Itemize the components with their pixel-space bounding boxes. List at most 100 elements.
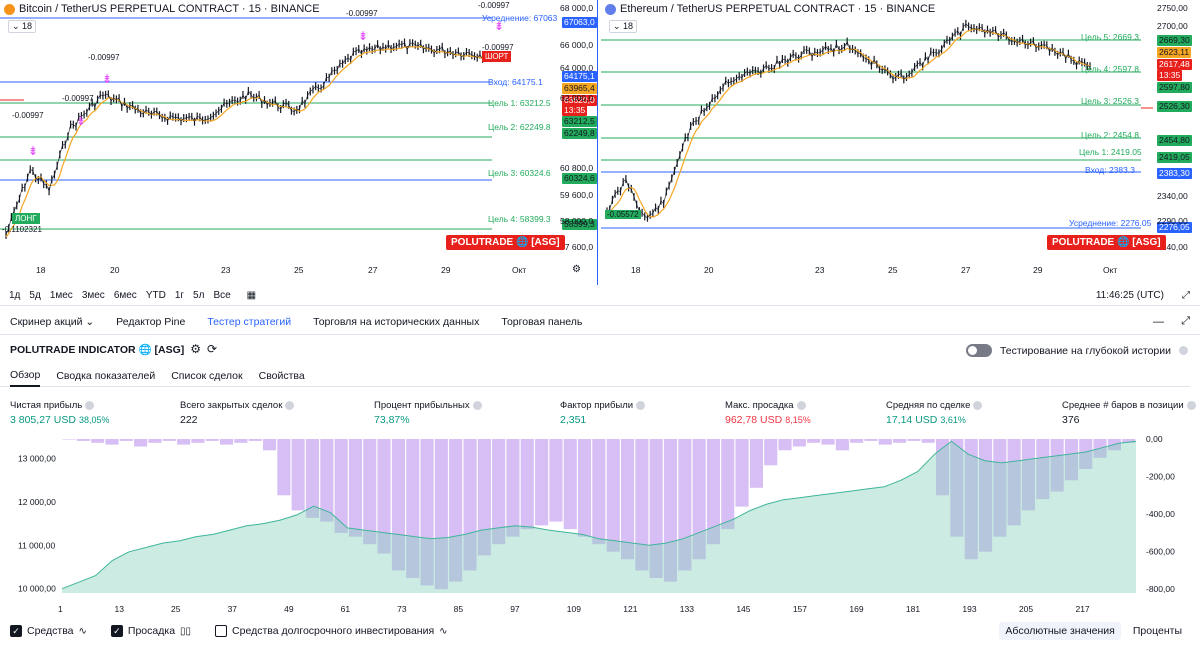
metric-value: 376 bbox=[1062, 414, 1080, 426]
timeframe-1г[interactable]: 1г bbox=[174, 289, 185, 301]
timeframe-6мес[interactable]: 6мес bbox=[113, 289, 137, 301]
indicator-count-badge[interactable]: ⌄ 18 bbox=[609, 20, 638, 33]
x-tick: 1 bbox=[58, 604, 63, 614]
drawdown-bar bbox=[1122, 439, 1136, 443]
info-icon[interactable] bbox=[1179, 346, 1188, 355]
drawdown-bar bbox=[248, 439, 262, 441]
line-icon: ∿ bbox=[439, 625, 448, 637]
settings-icon[interactable]: ⚙ bbox=[190, 342, 202, 356]
price-axis-tag: 2383,30 bbox=[1157, 168, 1192, 179]
btc-title-text: Bitcoin / TetherUS PERPETUAL CONTRACT · … bbox=[19, 3, 320, 15]
level-label: Вход: 64175.1 bbox=[488, 77, 543, 87]
refresh-icon[interactable]: ⟳ bbox=[207, 342, 218, 356]
timeframe-YTD[interactable]: YTD bbox=[145, 289, 166, 301]
level-label: Цель 4: 2597.8 bbox=[1081, 64, 1139, 74]
drawdown-bar bbox=[606, 439, 620, 552]
subtab-3[interactable]: Свойства bbox=[258, 369, 305, 382]
x-tick: 49 bbox=[284, 604, 294, 614]
strategy-header: POLUTRADE INDICATOR 🌐 [ASG] ⚙ ⟳ bbox=[10, 342, 217, 356]
info-icon[interactable] bbox=[636, 401, 646, 410]
eth-price-chart[interactable] bbox=[601, 0, 1200, 285]
y-axis-tick: 62 000,0 bbox=[560, 93, 594, 103]
x-tick: 25 bbox=[171, 604, 181, 614]
info-icon[interactable] bbox=[973, 401, 983, 410]
long-signal-label: ЛОНГ bbox=[12, 213, 40, 224]
drawdown-bar bbox=[134, 439, 148, 447]
subtab-0[interactable]: Обзор bbox=[10, 365, 41, 387]
legend-toggle-1[interactable]: ✓ Просадка ▯▯ bbox=[110, 625, 191, 637]
maximize-panel-icon[interactable]: ⤢ bbox=[1181, 315, 1190, 327]
drawdown-bar bbox=[921, 439, 935, 443]
polutrade-watermark: POLUTRADE 🌐 [ASG] bbox=[446, 235, 565, 250]
price-axis-tag: 2419,05 bbox=[1157, 152, 1192, 163]
timeframe-Все[interactable]: Все bbox=[213, 289, 231, 301]
info-icon[interactable] bbox=[472, 401, 482, 410]
drawdown-bar bbox=[549, 439, 563, 522]
x-axis-tick: 18 bbox=[631, 265, 641, 275]
price-axis-tag: 63620,0 bbox=[562, 95, 597, 106]
timeframe-1д[interactable]: 1д bbox=[9, 289, 21, 301]
timeframe-5д[interactable]: 5д bbox=[29, 289, 41, 301]
toggle-switch[interactable] bbox=[965, 344, 992, 357]
price-axis-tag: 64175,1 bbox=[562, 71, 597, 82]
calendar-icon[interactable]: ▦ bbox=[246, 289, 257, 301]
utc-clock[interactable]: 11:46:25 (UTC) bbox=[1095, 289, 1164, 301]
tab-4[interactable]: Торговая панель bbox=[501, 315, 583, 328]
checkbox[interactable]: ✓ bbox=[110, 625, 123, 637]
drawdown-bar bbox=[205, 439, 219, 441]
metric-value: 3 805,27 USD 38,05% bbox=[10, 414, 110, 426]
drawdown-bar bbox=[878, 439, 892, 445]
x-axis-tick: 29 bbox=[441, 265, 451, 275]
drawdown-bar bbox=[162, 439, 176, 441]
tab-3[interactable]: Торговля на исторических данных bbox=[313, 315, 480, 328]
timeframe-toolbar: 1д 5д 1мес 3мес 6мес YTD 1г 5л Все ▦ 11:46:25 (U… bbox=[0, 285, 1200, 306]
info-icon[interactable] bbox=[85, 401, 95, 410]
checkbox[interactable]: ✓ bbox=[10, 625, 22, 637]
trade-annotation: -0.00997 bbox=[346, 9, 378, 18]
timeframe-3мес[interactable]: 3мес bbox=[81, 289, 105, 301]
legend-toggle-0[interactable]: ✓ Средства ∿ bbox=[10, 625, 87, 637]
x-tick: 37 bbox=[228, 604, 238, 614]
timeframe-5л[interactable]: 5л bbox=[193, 289, 205, 301]
btc-price-chart[interactable]: ⇟ ⇟ ⇟ ⇟ ⇟ -0.00997 -0.00997 -0.00997 -0.00997 -0.… bbox=[0, 0, 598, 285]
info-icon[interactable] bbox=[1186, 401, 1196, 410]
deep-backtest-toggle[interactable]: Тестирование на глубокой истории bbox=[965, 344, 1188, 357]
x-tick: 97 bbox=[510, 604, 520, 614]
indicator-count-badge[interactable]: ⌄ 18 bbox=[8, 20, 37, 33]
view-mode-1[interactable]: Проценты bbox=[1132, 625, 1182, 637]
checkbox[interactable] bbox=[215, 625, 228, 637]
info-icon[interactable] bbox=[796, 401, 806, 410]
metric-0: Чистая прибыль 3 805,27 USD 38,05% bbox=[10, 400, 110, 426]
timeframe-1мес[interactable]: 1мес bbox=[49, 289, 73, 301]
subtab-1[interactable]: Сводка показателей bbox=[56, 369, 156, 382]
drawdown-bar bbox=[979, 439, 993, 552]
btc-chart-pane[interactable]: ⇟ ⇟ ⇟ ⇟ ⇟ -0.00997 -0.00997 -0.00997 -0.00997 -0.… bbox=[0, 0, 598, 285]
drawdown-bar bbox=[477, 439, 491, 556]
tab-0[interactable]: Скринер акций ⌄ bbox=[10, 315, 95, 328]
drawdown-bar bbox=[148, 439, 162, 443]
price-axis-tag: 58399,3 bbox=[562, 219, 597, 230]
settings-icon[interactable]: ⚙ bbox=[572, 264, 581, 275]
drawdown-bar bbox=[706, 439, 720, 545]
y-axis-tick: 64 000,0 bbox=[560, 63, 594, 73]
right-y-tick: -800,00 bbox=[1146, 584, 1175, 594]
legend-toggle-2[interactable]: Средства долгосрочного инвестирования ∿ bbox=[215, 625, 448, 637]
subtab-2[interactable]: Список сделок bbox=[171, 369, 243, 382]
info-icon[interactable] bbox=[285, 401, 295, 410]
price-axis-tag: 2623,11 bbox=[1157, 47, 1192, 58]
y-axis-tick: 66 000,0 bbox=[560, 40, 594, 50]
equity-area bbox=[62, 441, 1136, 593]
level-label: Цель 4: 58399.3 bbox=[488, 214, 551, 224]
x-axis-tick: Окт bbox=[512, 265, 527, 275]
metric-6: Среднее # баров в позиции 376 bbox=[1062, 400, 1196, 426]
y-axis-tick: 2240,00 bbox=[1157, 242, 1188, 252]
tab-1[interactable]: Редактор Pine bbox=[116, 315, 186, 328]
equity-drawdown-chart[interactable]: 13 000,00 12 000,00 11 000,00 10 000,00 0,00… bbox=[0, 435, 1200, 620]
minimize-icon[interactable]: — bbox=[1153, 315, 1164, 328]
tab-2[interactable]: Тестер стратегий bbox=[207, 315, 292, 328]
view-mode-0[interactable]: Абсолютные значения bbox=[999, 622, 1121, 640]
x-axis-tick: 23 bbox=[221, 265, 231, 275]
eth-chart-pane[interactable]: Ethereum / TetherUS PERPETUAL CONTRACT ·… bbox=[601, 0, 1200, 285]
maximize-icon[interactable]: ⤢ bbox=[1182, 289, 1190, 301]
level-label: Цель 3: 60324.6 bbox=[488, 168, 551, 178]
